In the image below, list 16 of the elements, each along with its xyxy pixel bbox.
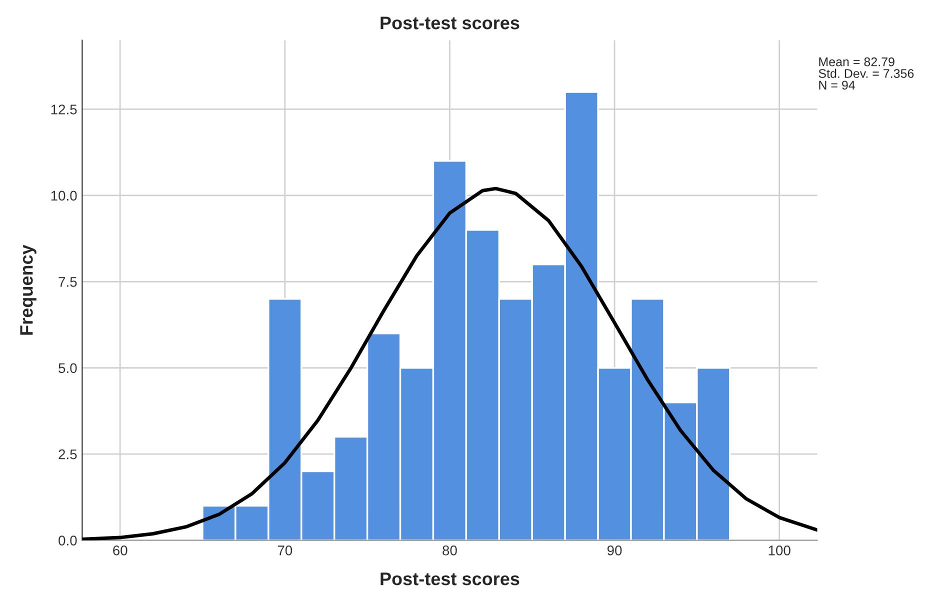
y-axis-title: Frequency: [20, 244, 36, 335]
x-tick-label: 60: [113, 546, 128, 556]
line-series: [82, 186, 818, 540]
text: Mean = 82.79 Std. Dev. = 7.356 N = 94: [818, 57, 914, 90]
y-tick-label: 10.0: [51, 190, 77, 201]
y-tick-label: 12.5: [51, 104, 77, 114]
x-tick-label: 90: [607, 546, 622, 556]
x-tick-label: 70: [278, 546, 292, 556]
y-tick-label: 0.0: [58, 536, 77, 546]
chart-title: Post-test scores: [380, 16, 520, 30]
x-tick-label: 80: [442, 546, 457, 556]
y-tick-label: 5.0: [58, 363, 77, 374]
y-tick-label: 7.5: [58, 277, 77, 287]
x-tick-label: 100: [768, 546, 790, 556]
y-tick-label: 2.5: [58, 449, 77, 460]
x-axis-title: Post-test scores: [380, 572, 520, 586]
